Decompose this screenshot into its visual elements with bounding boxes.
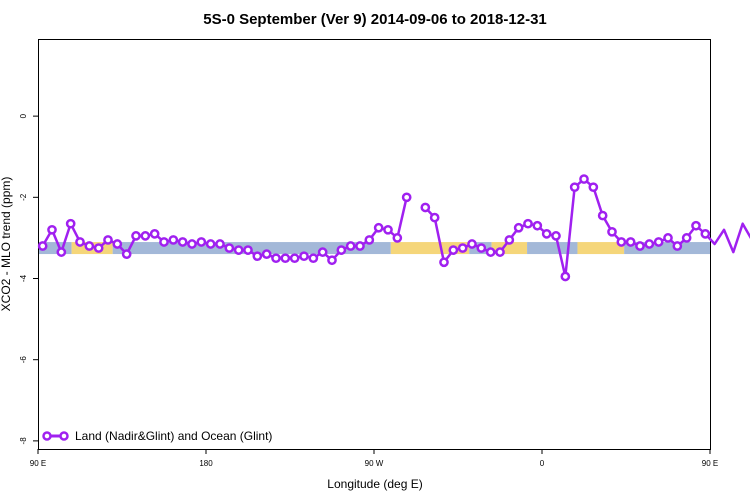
data-point xyxy=(75,237,85,247)
data-point xyxy=(635,241,645,251)
series-layer xyxy=(37,174,750,282)
data-point xyxy=(317,247,328,257)
data-point xyxy=(504,235,515,245)
data-point xyxy=(47,224,57,235)
data-point xyxy=(243,245,253,255)
legend-label: Land (Nadir&Glint) and Ocean (Glint) xyxy=(75,429,272,443)
data-point xyxy=(541,229,552,239)
legend-marker xyxy=(59,431,69,441)
data-point xyxy=(457,243,468,253)
data-point xyxy=(653,237,664,247)
data-point xyxy=(523,218,533,229)
data-point xyxy=(579,174,589,184)
data-point xyxy=(588,182,599,193)
x-axis: 90 E 180 90 W 0 90 E xyxy=(30,449,718,468)
data-point xyxy=(420,202,431,213)
data-point xyxy=(224,243,235,253)
data-point xyxy=(84,241,95,251)
data-point xyxy=(37,241,48,251)
data-point xyxy=(700,229,711,239)
data-point xyxy=(597,210,608,221)
data-point xyxy=(691,220,701,231)
data-point xyxy=(65,218,76,229)
x-tick-label: 180 xyxy=(199,459,213,468)
data-point xyxy=(131,231,141,241)
data-point xyxy=(196,237,207,247)
data-point xyxy=(345,241,356,251)
band-segment-land xyxy=(577,242,625,255)
legend-marker xyxy=(42,431,52,441)
data-point xyxy=(252,251,263,262)
data-point xyxy=(616,237,627,247)
band-segment-ocean xyxy=(527,242,578,255)
data-point xyxy=(364,235,375,245)
data-point xyxy=(149,229,160,239)
y-tick-label: 0 xyxy=(19,113,28,118)
legend: Land (Nadir&Glint) and Ocean (Glint) xyxy=(42,429,272,443)
y-tick-label: -4 xyxy=(19,274,28,282)
data-point xyxy=(439,257,449,268)
data-point xyxy=(280,253,291,264)
data-point xyxy=(392,233,403,243)
series-line xyxy=(424,177,750,278)
data-point xyxy=(140,231,151,241)
data-point xyxy=(551,231,561,241)
data-point xyxy=(607,226,617,237)
data-point xyxy=(383,224,393,235)
data-point xyxy=(327,255,337,266)
data-point xyxy=(271,253,281,264)
y-axis: 0 -2 -4 -6 -8 xyxy=(19,113,38,444)
x-tick-label: 90 W xyxy=(365,459,384,468)
data-point xyxy=(289,253,300,264)
data-point xyxy=(429,212,440,223)
data-point xyxy=(644,239,655,249)
x-axis-label: Longitude (deg E) xyxy=(327,477,422,491)
data-point xyxy=(532,220,543,231)
data-point xyxy=(625,237,636,247)
data-point xyxy=(355,241,365,251)
data-point xyxy=(495,247,505,257)
data-point xyxy=(103,235,113,245)
chart-title: 5S-0 September (Ver 9) 2014-09-06 to 201… xyxy=(203,11,547,28)
data-point xyxy=(373,222,384,233)
data-point xyxy=(513,222,524,233)
x-tick-label: 0 xyxy=(540,459,545,468)
data-point xyxy=(93,243,104,253)
y-tick-label: -2 xyxy=(19,193,28,201)
data-point xyxy=(299,251,309,262)
y-tick-label: -8 xyxy=(19,437,28,445)
data-point xyxy=(681,233,692,243)
data-point xyxy=(168,235,179,245)
data-point xyxy=(177,237,188,247)
data-point xyxy=(401,192,412,203)
y-tick-label: -6 xyxy=(19,356,28,364)
data-point xyxy=(187,239,197,249)
data-point xyxy=(485,247,496,257)
data-point xyxy=(233,245,244,255)
data-point xyxy=(476,243,487,253)
data-point xyxy=(672,241,683,251)
data-point xyxy=(215,239,225,249)
data-point xyxy=(261,249,272,259)
data-point xyxy=(159,237,169,247)
data-point xyxy=(448,245,459,255)
data-point xyxy=(560,271,571,282)
data-point xyxy=(336,245,347,255)
data-point xyxy=(308,253,319,264)
data-point xyxy=(112,239,123,249)
data-point xyxy=(205,239,216,249)
data-point xyxy=(467,239,477,249)
x-tick-label: 90 E xyxy=(702,459,718,468)
y-axis-label: XCO2 - MLO trend (ppm) xyxy=(0,177,13,312)
x-tick-label: 90 E xyxy=(30,459,46,468)
series-line xyxy=(41,197,408,262)
data-point xyxy=(56,247,67,257)
data-point xyxy=(121,249,132,259)
data-point xyxy=(569,182,580,193)
data-point xyxy=(663,233,673,243)
surface-band xyxy=(38,242,710,255)
